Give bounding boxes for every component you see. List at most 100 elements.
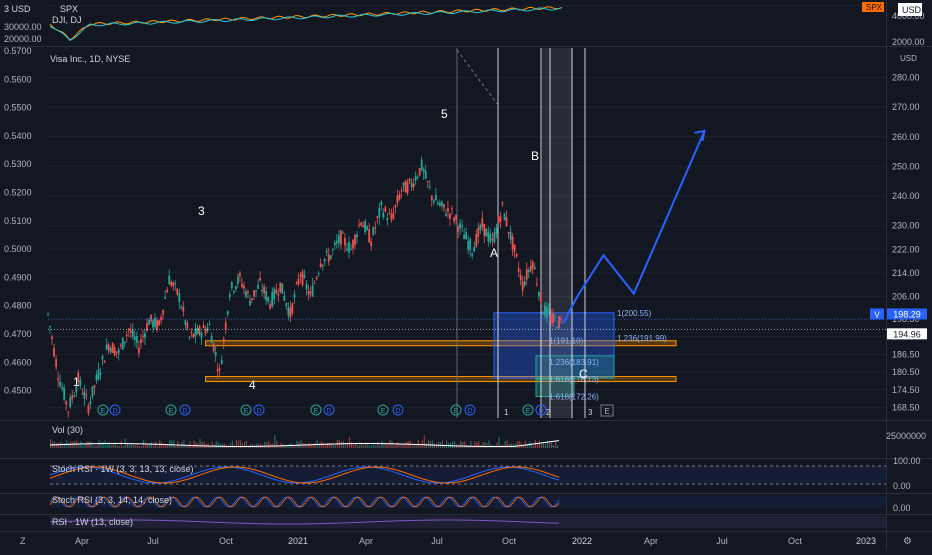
candle-body — [301, 271, 304, 286]
volume-bar — [203, 441, 205, 448]
candle-body — [255, 289, 257, 292]
event-letter: D — [538, 408, 543, 415]
candle-body — [190, 332, 193, 334]
volume-bar — [223, 443, 225, 448]
candle-body — [196, 327, 199, 335]
volume-bar — [474, 441, 476, 448]
candle-body — [133, 336, 136, 340]
ratio-tick: 0.4500 — [4, 386, 32, 396]
event-letter: D — [395, 408, 400, 415]
candle-body — [325, 250, 328, 253]
volume-bar — [126, 442, 128, 448]
candle-body — [519, 274, 522, 281]
candle-body — [531, 261, 534, 269]
volume-bar — [108, 441, 110, 448]
volume-bar — [256, 443, 258, 448]
candle-body — [275, 289, 278, 294]
volume-bar — [300, 440, 302, 448]
price-tick: 250.00 — [892, 161, 920, 171]
volume-bar — [375, 444, 377, 448]
candle-body — [273, 288, 276, 300]
volume-bar — [82, 445, 84, 448]
stoch1-d — [49, 466, 560, 484]
volume-bar — [413, 444, 415, 448]
volume-bar — [522, 445, 524, 448]
volume-bar — [526, 443, 528, 448]
candle-body — [449, 213, 451, 219]
volume-bar — [464, 441, 466, 448]
volume-bar — [278, 445, 280, 448]
volume-bar — [235, 440, 238, 448]
top-right-tick-2: 2000.00 — [892, 37, 925, 47]
candle-body — [236, 276, 239, 285]
volume-bar — [56, 443, 58, 448]
candle-body — [368, 229, 371, 243]
candle-body — [208, 323, 211, 325]
left-ratio-axis: 0.5700 0.5600 0.5500 0.5400 0.5300 0.5200 0.51… — [4, 46, 32, 396]
fib-level-label: 1(200.55) — [617, 309, 652, 318]
volume-bar — [298, 441, 300, 448]
volume-bar — [486, 443, 488, 448]
volume-bar — [540, 444, 543, 448]
time-tick: Jul — [147, 536, 159, 546]
volume-bar — [373, 442, 375, 448]
volume-bar — [516, 441, 518, 448]
candle-body — [493, 232, 496, 243]
settings-icon[interactable]: ⚙ — [903, 536, 912, 547]
price-tick: 270.00 — [892, 102, 920, 112]
selected-range-shade — [542, 48, 572, 418]
earnings-marker — [377, 404, 389, 416]
price-badge-text: 198.29 — [893, 309, 921, 319]
candle-body — [216, 369, 219, 372]
dividend-marker — [464, 404, 476, 416]
candle-body — [123, 341, 126, 344]
support-zone — [205, 340, 677, 347]
stoch1-band — [50, 466, 886, 484]
candle-body — [188, 337, 191, 339]
candle-body — [91, 386, 94, 397]
volume-bar — [88, 441, 90, 448]
candle-body — [65, 401, 68, 405]
candle-body — [170, 281, 173, 286]
candle-body — [127, 328, 130, 331]
volume-bar — [538, 440, 541, 448]
volume-bar — [94, 445, 96, 448]
volume-bar — [324, 445, 326, 448]
volume-bar — [557, 445, 559, 448]
candle-body — [234, 286, 237, 290]
candle-body — [491, 238, 494, 240]
candle-body — [71, 395, 74, 399]
candle-body — [121, 337, 124, 350]
vertical-marker-label: 3 — [588, 408, 593, 417]
volume-bar — [532, 445, 534, 448]
candle-body — [412, 183, 415, 188]
vertical-markers: 1 2 3 — [456, 48, 593, 418]
price-tick: 240.00 — [892, 191, 920, 201]
z-icon[interactable]: Z — [20, 536, 26, 546]
candle-body — [556, 327, 558, 329]
volume-bar — [383, 443, 385, 448]
volume-bar — [524, 440, 526, 448]
price-badges: V 198.29 194.96 — [48, 308, 927, 340]
volume-bar — [340, 441, 343, 448]
candle-body — [384, 207, 387, 212]
fib-box-green — [535, 355, 615, 379]
candle-body — [525, 269, 528, 280]
candle-body — [99, 372, 102, 375]
volume-bar — [132, 444, 135, 448]
time-axis[interactable]: Apr Jul Oct 2021 Apr Jul Oct 2022 Apr Jul Oct 2023 — [0, 531, 932, 547]
spx-badge-text: SPX — [866, 3, 883, 12]
volume-bar — [488, 440, 490, 448]
candle-body — [61, 387, 64, 390]
price-tick: 230.00 — [892, 221, 920, 231]
candle-body — [305, 284, 308, 290]
ratio-tick: 0.4800 — [4, 301, 32, 311]
candle-body — [408, 178, 411, 182]
candle-body — [370, 241, 373, 247]
volume-bar — [350, 442, 353, 448]
volume-bar — [211, 441, 213, 448]
candle-body — [212, 343, 215, 352]
price-axis[interactable]: 280.00270.00260.00250.00240.00230.00222.… — [48, 0, 920, 550]
candle-body — [297, 278, 300, 285]
